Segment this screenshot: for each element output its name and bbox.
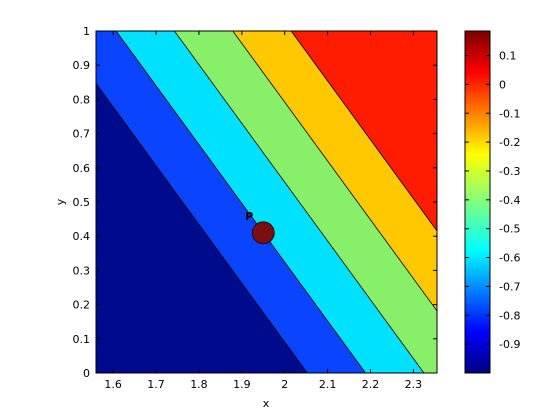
y-tick-label: 0.5 <box>73 196 91 209</box>
contour-lines <box>96 31 437 373</box>
x-tick-label: 1.7 <box>147 378 165 391</box>
contour-line <box>115 31 366 373</box>
x-tick-label: 2.3 <box>405 378 423 391</box>
colorbar-tick-label: -0.3 <box>499 165 520 178</box>
y-axis-ticks: 0 0.1 0.2 0.3 0.4 0.5 0.6 0.7 0.8 0.9 1 <box>73 25 437 380</box>
x-tick-label: 1.8 <box>190 378 208 391</box>
x-tick-label: 1.6 <box>104 378 122 391</box>
y-tick-label: 0.7 <box>73 128 91 141</box>
x-axis-label: x <box>263 397 270 410</box>
colorbar-tick-label: -0.2 <box>499 136 520 149</box>
y-tick-label: 0.8 <box>73 93 91 106</box>
point-p-label: P <box>245 210 253 223</box>
colorbar-tick-label: -0.6 <box>499 252 520 265</box>
y-tick-label: 0.6 <box>73 162 91 175</box>
colorbar-tick-label: -0.5 <box>499 223 520 236</box>
colorbar-scale <box>464 30 491 374</box>
y-tick-label: 0.3 <box>73 264 91 277</box>
colorbar-tick-label: -0.8 <box>499 309 520 322</box>
x-tick-label: 2.2 <box>362 378 380 391</box>
y-tick-label: 0.4 <box>73 230 91 243</box>
x-tick-label: 2 <box>281 378 288 391</box>
contour-line <box>290 31 437 232</box>
point-p-dot <box>251 221 275 245</box>
x-axis-ticks: 1.6 1.7 1.8 1.9 2 2.1 2.2 2.3 <box>104 31 422 391</box>
y-tick-label: 0 <box>83 367 90 380</box>
y-axis-label: y <box>54 198 67 205</box>
y-tick-label: 0.9 <box>73 59 91 72</box>
y-tick-label: 1 <box>83 25 90 38</box>
y-tick-label: 0.1 <box>73 333 91 346</box>
contour-line <box>174 31 425 373</box>
point-marker: P <box>245 210 275 245</box>
plot-area <box>96 31 437 373</box>
colorbar-tick-label: 0 <box>499 78 506 91</box>
colorbar-tick-label: 0.1 <box>499 50 517 63</box>
contour-line <box>96 83 308 373</box>
contour-bands <box>96 31 437 373</box>
colorbar-tick-label: -0.7 <box>499 280 520 293</box>
colorbar-ticks: 0.1 0 -0.1 -0.2 -0.3 -0.4 -0.5 -0.6 -0.7 -0.8 -0.9 <box>465 50 520 351</box>
colorbar-tick-label: -0.4 <box>499 194 520 207</box>
colorbar-tick-label: -0.1 <box>499 107 520 120</box>
colorbar: 0.1 0 -0.1 -0.2 -0.3 -0.4 -0.5 -0.6 -0.7 -0.8 -0.9 <box>464 30 520 374</box>
colorbar-tick-label: -0.9 <box>499 338 520 351</box>
y-tick-label: 0.2 <box>73 299 91 312</box>
x-tick-label: 2.1 <box>319 378 337 391</box>
x-tick-label: 1.9 <box>233 378 251 391</box>
contour-line <box>232 31 437 312</box>
